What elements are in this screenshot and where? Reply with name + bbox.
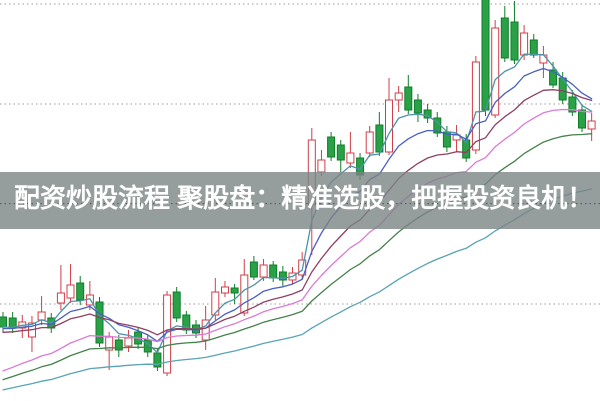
ma-line-violet — [2, 108, 593, 372]
ma-line-green — [2, 133, 593, 381]
headline-overlay-banner: 配资炒股流程 聚股盘：精准选股，把握投资良机！ — [0, 172, 600, 229]
ma-line-blue — [2, 67, 593, 343]
headline-text: 配资炒股流程 聚股盘：精准选股，把握投资良机！ — [14, 183, 594, 213]
ma-line-maroon — [2, 89, 593, 336]
gridlines — [0, 3, 600, 305]
gridline-through-banner — [0, 203, 600, 204]
ma-line-teal-fast — [2, 53, 593, 354]
ma-line-light-teal — [2, 188, 593, 391]
ma-lines — [2, 53, 593, 391]
